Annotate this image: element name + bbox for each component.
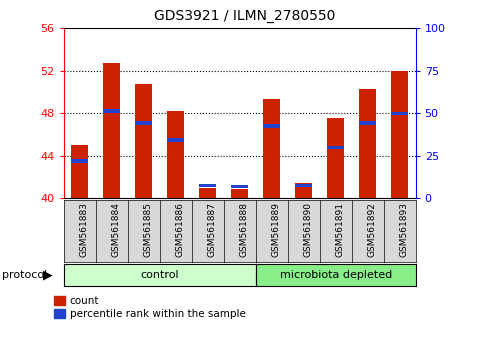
Text: GSM561887: GSM561887	[207, 202, 216, 257]
Bar	[102, 109, 120, 113]
Bar	[102, 63, 120, 198]
Text: microbiota depleted: microbiota depleted	[279, 270, 391, 280]
Bar	[390, 112, 407, 115]
Bar	[358, 89, 376, 198]
Bar	[166, 138, 184, 142]
Text: GSM561885: GSM561885	[143, 202, 152, 257]
Bar	[294, 184, 312, 187]
Bar	[199, 184, 216, 187]
Text: GSM561893: GSM561893	[399, 202, 408, 257]
Text: ▶: ▶	[43, 268, 53, 281]
Bar	[135, 121, 152, 125]
Text: GSM561886: GSM561886	[175, 202, 184, 257]
Bar	[199, 188, 216, 198]
Bar	[166, 111, 184, 198]
Text: control: control	[140, 270, 179, 280]
Bar	[390, 71, 407, 198]
Bar	[135, 84, 152, 198]
Bar	[230, 189, 248, 198]
Bar	[358, 121, 376, 125]
Bar	[262, 124, 280, 128]
Text: GSM561891: GSM561891	[335, 202, 344, 257]
Text: GDS3921 / ILMN_2780550: GDS3921 / ILMN_2780550	[154, 9, 334, 23]
Bar	[71, 159, 88, 163]
Text: GSM561892: GSM561892	[367, 202, 376, 257]
Text: GSM561883: GSM561883	[80, 202, 88, 257]
Bar	[71, 145, 88, 198]
Bar	[230, 185, 248, 188]
Bar	[326, 118, 344, 198]
Bar	[326, 145, 344, 149]
Legend: count, percentile rank within the sample: count, percentile rank within the sample	[54, 296, 245, 319]
Bar	[294, 183, 312, 198]
Text: GSM561890: GSM561890	[303, 202, 312, 257]
Text: GSM561888: GSM561888	[239, 202, 248, 257]
Bar	[262, 99, 280, 198]
Text: protocol: protocol	[2, 270, 48, 280]
Text: GSM561889: GSM561889	[271, 202, 280, 257]
Text: GSM561884: GSM561884	[111, 202, 121, 257]
